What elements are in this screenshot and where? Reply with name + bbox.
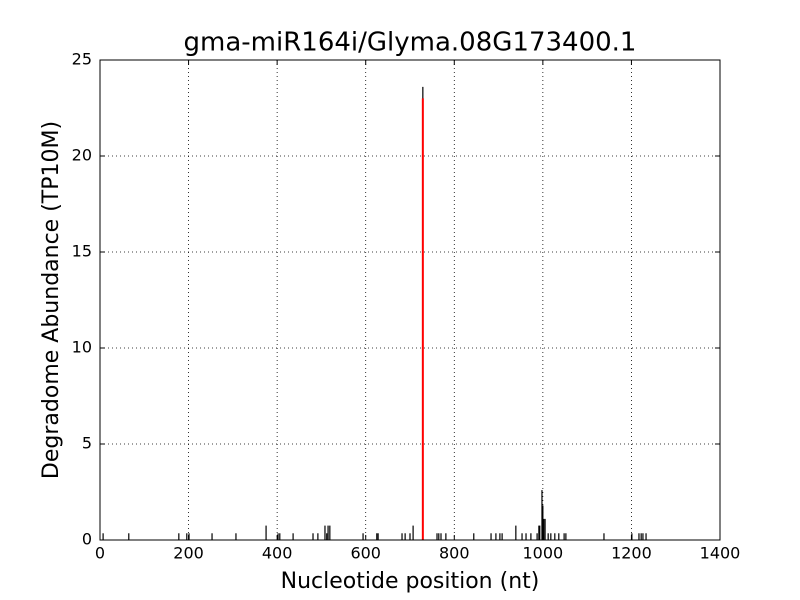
chart-title: gma-miR164i/Glyma.08G173400.1 [184,28,637,58]
x-tick-label: 1000 [522,544,563,563]
y-tick-label: 15 [72,242,92,261]
x-tick-label: 800 [439,544,470,563]
y-tick-label: 20 [72,146,92,165]
x-tick-label: 1400 [700,544,741,563]
plot-frame [99,59,721,541]
x-tick-label: 600 [350,544,381,563]
x-tick-label: 200 [173,544,204,563]
y-tick-label: 25 [72,50,92,69]
y-axis-label: Degradome Abundance (TP10M) [39,121,64,479]
x-axis-label: Nucleotide position (nt) [281,569,540,594]
y-tick-label: 5 [82,434,92,453]
y-tick-label: 0 [82,530,92,549]
y-tick-label: 10 [72,338,92,357]
x-tick-label: 1200 [611,544,652,563]
x-tick-label: 400 [262,544,293,563]
x-tick-label: 0 [95,544,105,563]
